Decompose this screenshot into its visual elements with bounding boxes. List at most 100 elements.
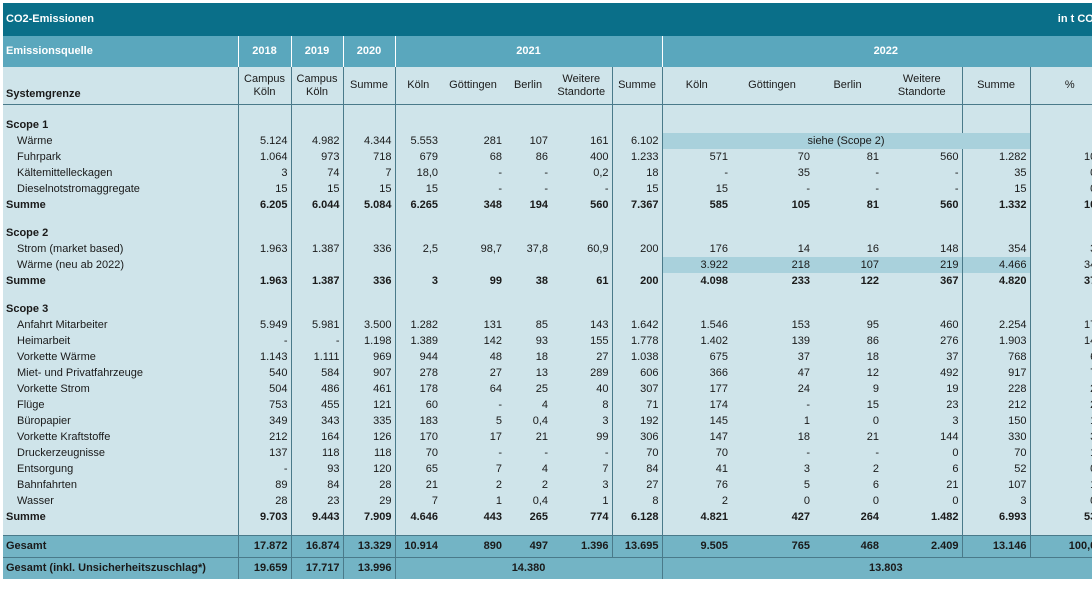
empty-cell	[1029, 301, 1092, 317]
table-cell: -	[237, 461, 291, 477]
spacer-cell	[342, 213, 395, 225]
table-cell: 2%	[1029, 397, 1092, 413]
sub-2022-koeln: Köln	[661, 67, 732, 105]
table-cell: 2	[505, 477, 551, 493]
table-cell: 47	[731, 365, 814, 381]
sub-2018-bottom: Köln	[253, 85, 276, 98]
table-cell: 306	[611, 429, 663, 445]
row-label: Büropapier	[3, 413, 238, 429]
spacer-cell	[551, 525, 613, 536]
table-cell: 19	[882, 381, 963, 397]
table-cell: 61	[551, 273, 613, 289]
table-cell: 194	[505, 197, 551, 213]
table-cell: 93	[290, 461, 343, 477]
table-cell: 3	[882, 413, 963, 429]
table-cell: 233	[731, 273, 814, 289]
spacer-cell	[813, 104, 883, 117]
table-cell: 2.254	[961, 317, 1031, 333]
scope-title: Scope 3	[3, 301, 238, 317]
row-label: Kältemittelleckagen	[3, 165, 238, 181]
table-cell: 0	[882, 493, 963, 509]
table-cell: 1.198	[342, 333, 395, 349]
table-cell: 1.332	[961, 197, 1031, 213]
table-cell: -	[441, 397, 505, 413]
table-cell: 177	[661, 381, 732, 397]
table-cell: 3	[394, 273, 441, 289]
table-cell: 1.546	[661, 317, 732, 333]
sub-2019-bottom: Köln	[305, 85, 329, 98]
table-cell: 105	[731, 197, 814, 213]
table-cell: 4	[505, 397, 551, 413]
table-cell: 4.466	[961, 257, 1031, 273]
table-cell: 28	[237, 493, 291, 509]
table-cell: 7	[551, 461, 613, 477]
empty-cell	[661, 117, 732, 133]
table-cell: 18	[505, 349, 551, 365]
table-cell: 0,2	[551, 165, 613, 181]
table-cell: -	[551, 181, 613, 197]
table-cell: 0%	[1029, 165, 1092, 181]
table-cell: 276	[882, 333, 963, 349]
table-cell: 354	[961, 241, 1031, 257]
table-cell: 65	[394, 461, 441, 477]
sub-2021-berlin: Berlin	[505, 67, 551, 105]
empty-cell	[961, 117, 1031, 133]
spacer-cell	[394, 213, 441, 225]
table-cell: 3.922	[661, 257, 732, 273]
empty-cell	[551, 117, 613, 133]
table-cell: 27	[441, 365, 505, 381]
empty-cell	[661, 225, 732, 241]
siehe-note: siehe (Scope 2)	[661, 133, 1031, 149]
table-cell: 14.380	[394, 557, 663, 579]
table-cell: 21	[882, 477, 963, 493]
table-cell: 907	[342, 365, 395, 381]
table-row: Bahnfahrten89842821223277656211071%	[3, 477, 1092, 493]
table-cell: 540	[237, 365, 291, 381]
table-cell: 13.329	[342, 535, 395, 558]
table-cell: 367	[882, 273, 963, 289]
table-cell: 139	[731, 333, 814, 349]
table-cell	[290, 257, 343, 273]
table-cell: 1.233	[611, 149, 663, 165]
table-cell: 348	[441, 197, 505, 213]
table-cell: 307	[611, 381, 663, 397]
empty-cell	[441, 301, 505, 317]
table-cell: 1.396	[551, 535, 613, 558]
spacer-row	[3, 104, 1092, 117]
table-cell: 2	[813, 461, 883, 477]
table-cell: 10%	[1029, 197, 1092, 213]
spacer-cell	[961, 104, 1031, 117]
table-cell: 27	[551, 349, 613, 365]
table-cell: 7	[342, 165, 395, 181]
table-cell: 0	[813, 493, 883, 509]
table-cell: 9	[813, 381, 883, 397]
empty-cell	[961, 225, 1031, 241]
empty-cell	[505, 117, 551, 133]
row-label: Gesamt	[3, 535, 238, 558]
table-cell: 21	[394, 477, 441, 493]
table-cell: 38	[505, 273, 551, 289]
table-cell: -	[505, 445, 551, 461]
table-cell: 7%	[1029, 365, 1092, 381]
table-cell: -	[441, 445, 505, 461]
sub-2022-berlin: Berlin	[813, 67, 883, 105]
table-cell: 917	[961, 365, 1031, 381]
table-cell: 4.098	[661, 273, 732, 289]
table-cell: -	[813, 165, 883, 181]
spacer-cell	[1029, 213, 1092, 225]
table-cell: 4.982	[290, 133, 343, 149]
spacer-cell	[551, 213, 613, 225]
table-cell: 23	[882, 397, 963, 413]
table-cell: 5.084	[342, 197, 395, 213]
row-label: Fuhrpark	[3, 149, 238, 165]
table-cell: 3%	[1029, 241, 1092, 257]
table-cell: 0	[731, 493, 814, 509]
sub-2021-weitere-bottom: Standorte	[557, 85, 606, 98]
table-cell: 37,8	[505, 241, 551, 257]
spacer-cell	[661, 213, 732, 225]
spacer-cell	[961, 213, 1031, 225]
spacer-cell	[505, 104, 551, 117]
empty-cell	[551, 301, 613, 317]
table-cell: 15	[813, 397, 883, 413]
spacer-cell	[611, 289, 663, 301]
